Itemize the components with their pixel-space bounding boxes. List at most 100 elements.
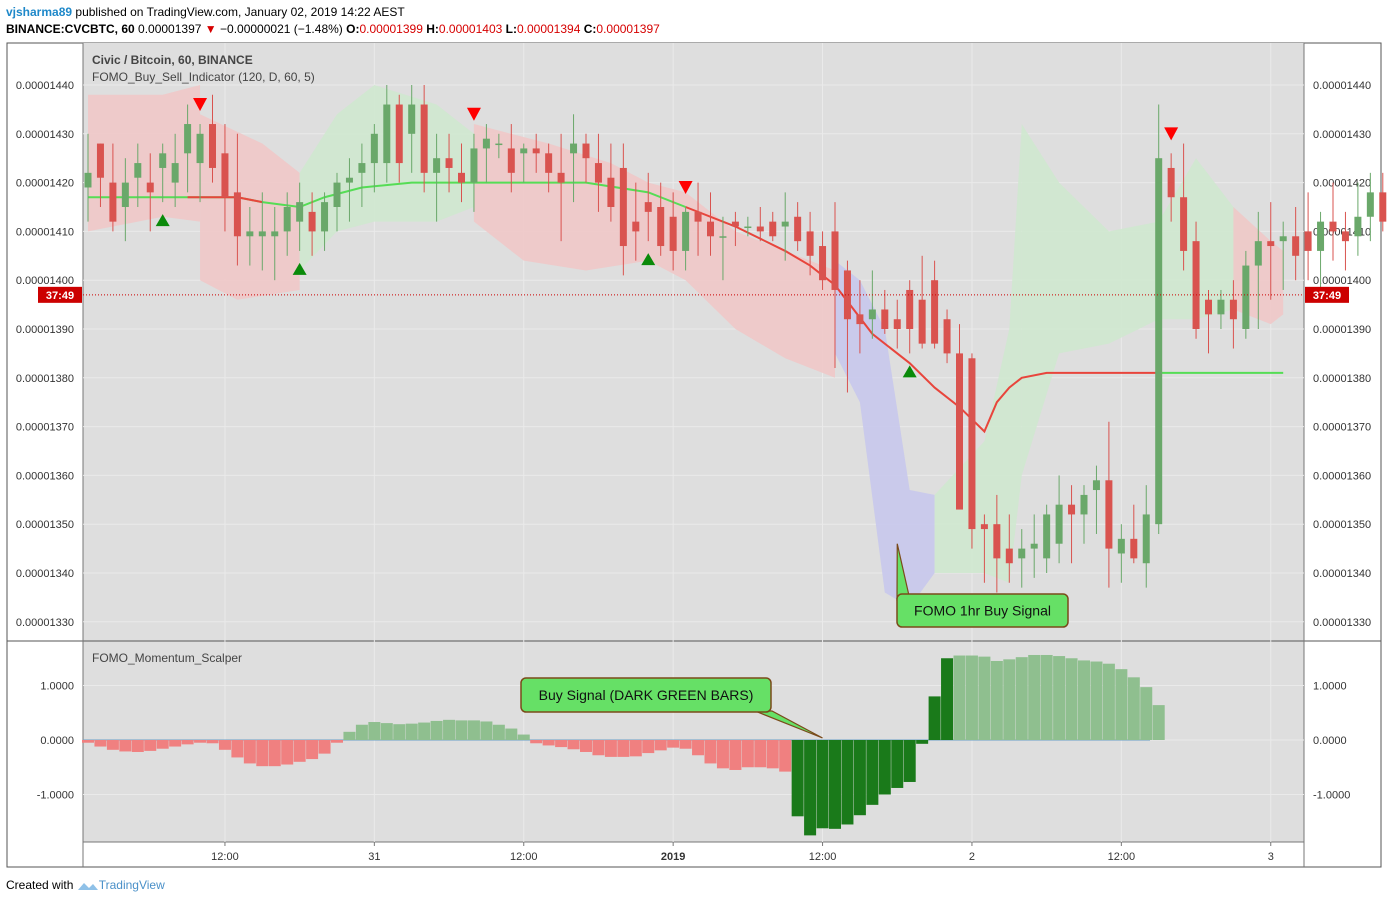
candle-body bbox=[246, 231, 254, 237]
sell-signal-arrow-icon bbox=[193, 98, 208, 112]
candle-body bbox=[644, 202, 652, 212]
created-with-text: Created with bbox=[6, 878, 74, 892]
candle-body bbox=[84, 172, 92, 188]
momentum-bar bbox=[530, 740, 543, 744]
momentum-bar bbox=[617, 740, 630, 757]
candle-body bbox=[209, 124, 216, 168]
momentum-bar bbox=[766, 740, 779, 769]
candle-body bbox=[545, 153, 553, 173]
candle-body bbox=[1217, 299, 1225, 315]
price-tick-label-left: 0.00001420 bbox=[16, 178, 74, 190]
momentum-bar bbox=[380, 723, 393, 740]
momentum-bar bbox=[430, 720, 443, 740]
momentum-bar bbox=[231, 740, 244, 758]
price-tick-label-left: 0.00001430 bbox=[16, 129, 74, 141]
candle-body bbox=[1329, 221, 1337, 232]
momentum-bar bbox=[542, 740, 555, 746]
author-link[interactable]: vjsharma89 bbox=[6, 5, 73, 19]
time-tick-label: 2 bbox=[969, 851, 975, 863]
momentum-bar bbox=[866, 740, 879, 805]
candle-body bbox=[507, 148, 515, 173]
price-tick-label-left: 0.00001340 bbox=[16, 568, 74, 580]
tradingview-link[interactable]: TradingView bbox=[98, 878, 165, 892]
dark-green-callout-box bbox=[520, 677, 772, 713]
candle-body bbox=[881, 309, 889, 329]
sell-signal-arrow-icon bbox=[466, 107, 481, 121]
candle-body bbox=[893, 319, 901, 329]
candle-body bbox=[1080, 494, 1088, 515]
candle-body bbox=[159, 153, 167, 168]
momentum-bar bbox=[667, 740, 680, 748]
candle-body bbox=[1279, 236, 1287, 242]
momentum-bar bbox=[1140, 687, 1153, 740]
momentum-bar bbox=[393, 724, 406, 740]
momentum-bar bbox=[1152, 705, 1165, 740]
time-remaining-left: 37:49 bbox=[46, 290, 74, 302]
candle-body bbox=[906, 289, 914, 329]
candle-body bbox=[744, 226, 752, 229]
momentum-bar bbox=[443, 719, 456, 740]
momentum-bar bbox=[990, 660, 1003, 740]
momentum-bar bbox=[853, 740, 866, 816]
momentum-tick-label-right: 1.0000 bbox=[1313, 681, 1347, 693]
candle-body bbox=[482, 138, 490, 149]
time-tick-label: 3 bbox=[1268, 851, 1274, 863]
candle-body bbox=[1043, 514, 1051, 559]
momentum-tick-label-left: 1.0000 bbox=[40, 681, 74, 693]
momentum-bar bbox=[268, 740, 281, 767]
momentum-bar bbox=[841, 740, 854, 825]
candle-body bbox=[1155, 158, 1163, 525]
candle-body bbox=[1167, 167, 1175, 198]
candle-body bbox=[1117, 538, 1125, 554]
candle-body bbox=[1354, 216, 1362, 237]
time-tick-label: 2019 bbox=[661, 851, 685, 863]
candle-body bbox=[1267, 241, 1275, 247]
buy-signal-callout-text: FOMO 1hr Buy Signal bbox=[914, 603, 1051, 619]
candle-body bbox=[532, 148, 540, 154]
candle-body bbox=[993, 524, 1001, 559]
low-value: 0.00001394 bbox=[516, 22, 581, 36]
signal-band-green bbox=[934, 124, 1022, 583]
momentum-bar bbox=[82, 740, 94, 743]
momentum-bar bbox=[1102, 663, 1115, 740]
momentum-bar bbox=[144, 740, 157, 751]
momentum-bar bbox=[480, 721, 493, 740]
momentum-bar bbox=[965, 655, 978, 740]
indicator-title: FOMO_Buy_Sell_Indicator (120, D, 60, 5) bbox=[92, 70, 315, 84]
high-value: 0.00001403 bbox=[438, 22, 503, 36]
candle-body bbox=[420, 104, 428, 173]
candle-body bbox=[1379, 192, 1387, 222]
low-label: L: bbox=[505, 22, 517, 36]
buy-signal-arrow-icon bbox=[641, 253, 656, 266]
momentum-bar bbox=[119, 740, 132, 752]
candle-body bbox=[370, 133, 378, 164]
footer: Created with TradingView bbox=[6, 878, 165, 892]
candle-body bbox=[296, 202, 304, 222]
momentum-bar bbox=[692, 740, 705, 756]
price-pane-title: Civic / Bitcoin, 60, BINANCE bbox=[92, 53, 253, 67]
high-label: H: bbox=[426, 22, 439, 36]
momentum-bar bbox=[716, 740, 729, 769]
momentum-bar bbox=[505, 728, 518, 740]
buy-signal-arrow-icon bbox=[902, 365, 917, 378]
momentum-bar bbox=[916, 740, 929, 744]
candle-body bbox=[632, 221, 640, 232]
candle-body bbox=[1180, 197, 1188, 251]
fomo-line-green bbox=[262, 181, 686, 209]
candle-body bbox=[333, 182, 341, 207]
momentum-bar bbox=[368, 722, 381, 740]
momentum-bar bbox=[206, 740, 219, 744]
price-tick-label-right: 0.00001420 bbox=[1313, 178, 1371, 190]
time-remaining-right: 37:49 bbox=[1313, 290, 1341, 302]
candle-body bbox=[1030, 543, 1038, 549]
momentum-bar bbox=[1090, 661, 1103, 740]
price-tick-label-left: 0.00001440 bbox=[16, 80, 74, 92]
candle-body bbox=[358, 163, 366, 173]
candle-body bbox=[694, 211, 702, 222]
candle-body bbox=[184, 124, 192, 154]
candle-body bbox=[233, 192, 241, 237]
buy-signal-callout-box bbox=[896, 593, 1069, 628]
candle-body bbox=[868, 309, 876, 320]
candle-body bbox=[931, 280, 939, 344]
